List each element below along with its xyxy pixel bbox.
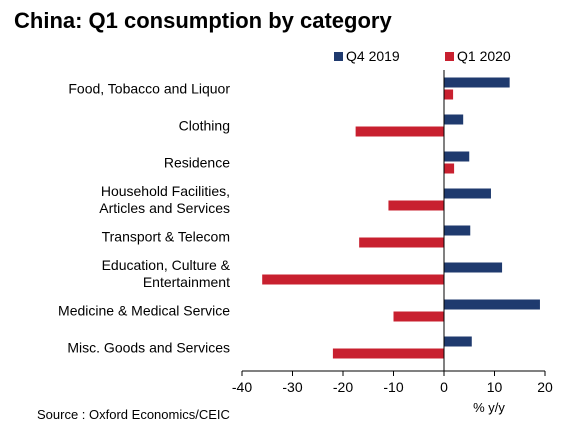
category-label: Household Facilities,	[101, 183, 230, 199]
bar-q4-2019	[444, 262, 503, 273]
bar-q4-2019	[444, 151, 470, 162]
chart-title: China: Q1 consumption by category	[14, 8, 392, 33]
x-tick-label: -10	[383, 379, 403, 395]
category-label: Education, Culture &	[102, 257, 231, 273]
source-note: Source : Oxford Economics/CEIC	[37, 407, 230, 422]
x-tick-label: -30	[282, 379, 302, 395]
bar-q1-2020	[444, 89, 454, 100]
category-label: Residence	[164, 155, 230, 171]
x-tick-label: -40	[232, 379, 252, 395]
bar-q1-2020	[332, 348, 444, 359]
category-label: Medicine & Medical Service	[58, 303, 230, 319]
category-label: Articles and Services	[99, 200, 230, 216]
category-label: Misc. Goods and Services	[67, 340, 230, 356]
legend-swatch-q4-2019	[334, 52, 343, 61]
legend-label-q4-2019: Q4 2019	[346, 48, 400, 64]
legend-swatch-q1-2020	[445, 52, 454, 61]
bar-q1-2020	[355, 126, 444, 137]
bar-q1-2020	[444, 163, 455, 174]
x-tick-label: 20	[537, 379, 553, 395]
bar-q1-2020	[388, 200, 444, 211]
bar-q4-2019	[444, 77, 510, 88]
bar-q4-2019	[444, 299, 540, 310]
x-tick-label: 10	[487, 379, 503, 395]
bar-q4-2019	[444, 225, 471, 236]
x-tick-label: 0	[440, 379, 448, 395]
legend-label-q1-2020: Q1 2020	[457, 48, 511, 64]
category-label: Transport & Telecom	[102, 229, 230, 245]
bar-q4-2019	[444, 336, 472, 347]
bar-q1-2020	[262, 274, 444, 285]
bar-q4-2019	[444, 188, 491, 199]
bar-q1-2020	[359, 237, 444, 248]
bar-q1-2020	[393, 311, 444, 322]
category-label: Clothing	[179, 118, 230, 134]
x-tick-label: -20	[333, 379, 353, 395]
bar-q4-2019	[444, 114, 464, 125]
x-axis-label: % y/y	[473, 400, 505, 415]
category-label: Food, Tobacco and Liquor	[68, 81, 230, 97]
category-label: Entertainment	[143, 274, 230, 290]
